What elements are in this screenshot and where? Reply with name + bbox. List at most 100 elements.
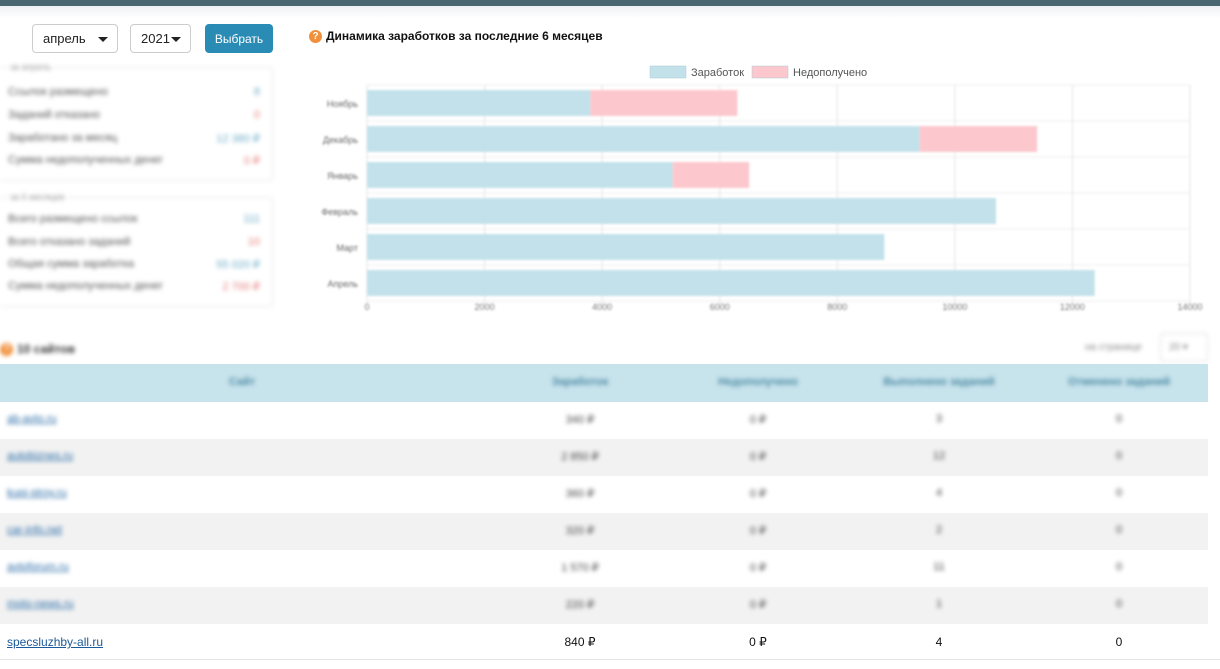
stat-label: Ссылок размещено (8, 86, 108, 98)
site-link[interactable]: specsluzhby-all.ru (7, 635, 104, 649)
column-header-canceled[interactable]: Отменено заданий (1067, 376, 1171, 388)
panel-legend: за 6 месяцев (8, 192, 67, 202)
legend-label: Недополучено (793, 67, 867, 79)
stat-label: Всего отказано заданий (8, 236, 131, 248)
site-link[interactable]: ab-avto.ru (7, 413, 57, 425)
stat-value: 10 (247, 236, 260, 248)
top-shade (0, 6, 1220, 18)
lost-cell: 0 ₽ (749, 451, 767, 463)
month-select-value: апрель (43, 31, 86, 46)
chart-grid: 0 2000 4000 6000 8000 10000 12000 14000 (364, 84, 1203, 312)
stat-row: Сумма недополученных денег 2 700 ₽ (8, 280, 260, 296)
month-select[interactable]: апрель (32, 24, 118, 53)
y-tick-label: Март (336, 243, 358, 253)
site-link[interactable]: kupi-stroy.ru (7, 487, 67, 499)
stat-row: Общая сумма заработка 55 020 ₽ (8, 258, 260, 274)
stat-value: 111 (243, 213, 260, 225)
x-tick-label: 12000 (1060, 302, 1085, 312)
bar (919, 126, 1038, 152)
stat-row: Всего отказано заданий 10 (8, 236, 260, 252)
done-cell: 12 (932, 450, 946, 462)
canceled-cell: 0 (1115, 561, 1123, 573)
stat-label: Заработано за месяц (8, 132, 118, 144)
done-cell: 2 (935, 524, 943, 536)
done-cell: 11 (933, 561, 945, 573)
bar (672, 162, 750, 188)
table-row: avtoforum.ru 1 570 ₽ 0 ₽ 11 0 (0, 550, 1208, 587)
lost-cell: 0 ₽ (749, 562, 767, 574)
earnings-chart: Заработок Недополучено 0 2000 4000 6000 8000 10… (321, 65, 1203, 312)
earned-cell: 320 ₽ (565, 525, 595, 537)
chart-bars: Ноябрь Декабрь Январь Февраль Март Апрель (321, 90, 1095, 296)
canceled-cell: 0 (1115, 450, 1123, 462)
month-stats-panel: за апрель Ссылок размещено 8 Заданий отк… (0, 62, 273, 181)
column-header-earned[interactable]: Заработок (551, 376, 609, 388)
stat-value: 0 (253, 109, 260, 121)
panel-legend: за апрель (8, 62, 54, 72)
canceled-cell: 0 (1115, 635, 1123, 649)
chevron-down-icon (171, 37, 181, 42)
legend-swatch (751, 65, 789, 79)
select-button[interactable]: Выбрать (205, 24, 273, 53)
site-link[interactable]: car-info.net (7, 524, 63, 536)
year-select-value: 2021 (141, 31, 170, 46)
stat-label: Сумма недополученных денег (8, 280, 164, 292)
x-tick-label: 8000 (827, 302, 847, 312)
x-tick-label: 6000 (710, 302, 730, 312)
top-border (0, 0, 1220, 6)
bar (367, 90, 591, 116)
canceled-cell: 0 (1115, 487, 1123, 499)
lost-cell: 0 ₽ (749, 414, 767, 426)
per-page-label: на странице (1085, 342, 1142, 353)
column-header-lost[interactable]: Недополучено (718, 376, 798, 388)
stat-label: Сумма недополученных денег (8, 154, 164, 166)
bar (367, 126, 920, 152)
stat-row: Заданий отказано 0 (8, 109, 260, 125)
y-tick-label: Декабрь (323, 135, 358, 145)
earned-cell: 340 ₽ (565, 414, 595, 426)
x-tick-label: 2000 (475, 302, 495, 312)
table-row: specsluzhby-all.ru 840 ₽ 0 ₽ 4 0 (0, 624, 1208, 661)
per-page-select[interactable]: 20 ▾ (1160, 333, 1208, 362)
earned-cell: 2 850 ₽ (561, 451, 599, 463)
sites-title: 10 сайтов (17, 342, 75, 356)
stat-value: 55 020 ₽ (216, 259, 260, 271)
earned-cell: 840 ₽ (564, 635, 596, 649)
six-month-stats-panel: за 6 месяцев Всего размещено ссылок 111 … (0, 192, 273, 307)
x-tick-label: 14000 (1177, 302, 1202, 312)
y-tick-label: Февраль (321, 207, 358, 217)
table-row: kupi-stroy.ru 360 ₽ 0 ₽ 4 0 (0, 476, 1208, 513)
table-row: moto-news.ru 220 ₽ 0 ₽ 1 0 (0, 587, 1208, 624)
chart-title: Динамика заработков за последние 6 месяц… (326, 29, 603, 43)
y-tick-label: Январь (327, 171, 358, 181)
table-header: Сайт Заработок Недополучено Выполнено за… (0, 364, 1208, 402)
chart-heading: ? Динамика заработков за последние 6 мес… (309, 29, 603, 43)
table-row: ab-avto.ru 340 ₽ 0 ₽ 3 0 (0, 402, 1208, 439)
year-select[interactable]: 2021 (130, 24, 191, 53)
stat-row: Заработано за месяц 12 380 ₽ (8, 132, 260, 148)
earned-cell: 220 ₽ (565, 599, 595, 611)
column-header-done[interactable]: Выполнено заданий (883, 376, 995, 388)
stat-row: Сумма недополученных денег 0 ₽ (8, 154, 260, 170)
sites-heading: ? 10 сайтов (0, 342, 75, 356)
lost-cell: 0 ₽ (749, 525, 767, 537)
site-link[interactable]: avtoforum.ru (7, 561, 69, 573)
y-tick-label: Апрель (327, 279, 358, 289)
done-cell: 3 (935, 413, 943, 425)
site-link[interactable]: moto-news.ru (7, 598, 74, 610)
lost-cell: 0 ₽ (749, 599, 767, 611)
earned-cell: 360 ₽ (565, 488, 595, 500)
bar (367, 162, 673, 188)
done-cell: 1 (935, 598, 943, 610)
divider (0, 659, 1220, 660)
stat-value: 12 380 ₽ (216, 133, 260, 145)
canceled-cell: 0 (1115, 524, 1123, 536)
question-icon[interactable]: ? (309, 29, 322, 43)
stat-value: 2 700 ₽ (222, 281, 260, 293)
legend-label: Заработок (691, 67, 744, 79)
column-header-site[interactable]: Сайт (228, 376, 256, 388)
done-cell: 4 (935, 635, 943, 649)
site-link[interactable]: autobiznes.ru (7, 450, 74, 462)
x-tick-label: 10000 (942, 302, 967, 312)
stat-row: Всего размещено ссылок 111 (8, 213, 260, 229)
